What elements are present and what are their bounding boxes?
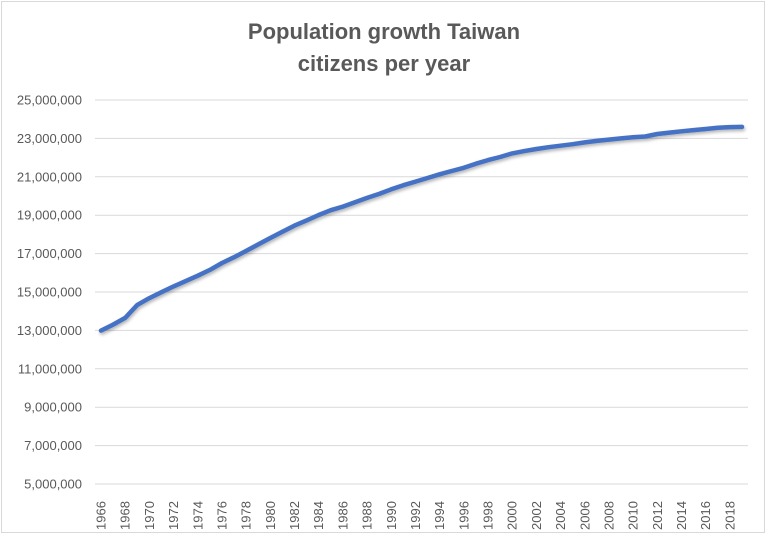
y-tick-label: 17,000,000 [17, 246, 82, 261]
x-tick-label: 2018 [722, 501, 737, 530]
y-tick-label: 19,000,000 [17, 208, 82, 223]
x-tick-label: 1984 [311, 501, 326, 530]
x-tick-label: 2000 [505, 501, 520, 530]
x-tick-label: 1992 [408, 501, 423, 530]
x-tick-label: 2002 [529, 501, 544, 530]
y-tick-label: 15,000,000 [17, 285, 82, 300]
x-tick-label: 1968 [118, 501, 133, 530]
y-tick-label: 23,000,000 [17, 131, 82, 146]
x-tick-label: 2014 [674, 501, 689, 530]
x-tick-label: 1978 [239, 501, 254, 530]
chart-title-line-1: Population growth Taiwan [247, 19, 521, 44]
x-tick-label: 1972 [166, 501, 181, 530]
x-tick-label: 1970 [142, 501, 157, 530]
x-tick-label: 2010 [626, 501, 641, 530]
x-tick-label: 1966 [94, 501, 109, 530]
x-tick-label: 1988 [360, 501, 375, 530]
y-tick-label: 13,000,000 [17, 323, 82, 338]
y-tick-label: 7,000,000 [24, 438, 82, 453]
population-line [98, 124, 745, 333]
y-tick-label: 5,000,000 [24, 477, 82, 492]
chart-title-line-2: citizens per year [297, 51, 471, 76]
x-tick-label: 1976 [214, 501, 229, 530]
x-tick-label: 2012 [650, 501, 665, 530]
y-tick-label: 11,000,000 [18, 361, 82, 376]
x-tick-label: 1998 [481, 501, 496, 530]
x-tick-label: 1986 [335, 501, 350, 530]
x-tick-label: 2008 [601, 501, 616, 530]
x-tick-label: 2016 [698, 501, 713, 530]
x-tick-label: 1996 [456, 501, 471, 530]
x-tick-label: 1994 [432, 501, 447, 530]
y-tick-label: 21,000,000 [17, 169, 82, 184]
y-tick-label: 25,000,000 [17, 93, 82, 108]
x-tick-label: 2006 [577, 501, 592, 530]
y-tick-label: 9,000,000 [24, 400, 82, 415]
x-tick-label: 2004 [553, 501, 568, 530]
x-tick-label: 1980 [263, 501, 278, 530]
x-tick-label: 1982 [287, 501, 302, 530]
x-tick-label: 1990 [384, 501, 399, 530]
x-tick-label: 1974 [190, 501, 205, 530]
